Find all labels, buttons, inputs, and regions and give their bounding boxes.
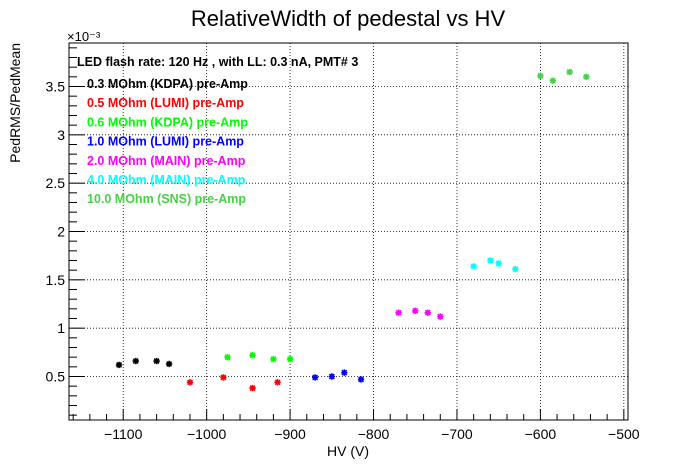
data-point-series-6 — [537, 72, 544, 80]
data-point-series-5 — [470, 263, 477, 270]
x-tick-label: −800 — [358, 426, 390, 442]
x-tick-label: −700 — [441, 426, 473, 442]
x-tick-label: −1100 — [104, 426, 142, 442]
data-point-series-3 — [311, 374, 319, 381]
y-exponent-label: ×10⁻³ — [67, 29, 101, 44]
legend-entry: 4.0 MOhm (MAIN) pre-Amp — [87, 173, 246, 187]
x-tick-label: −500 — [608, 426, 640, 442]
data-point-series-0 — [153, 357, 160, 365]
data-point-series-1 — [274, 379, 281, 386]
data-point-series-5 — [487, 257, 494, 264]
data-point-series-6 — [549, 77, 557, 84]
data-point-series-2 — [249, 352, 256, 359]
data-points — [115, 68, 590, 392]
data-point-series-0 — [132, 357, 139, 365]
data-point-series-2 — [224, 353, 231, 361]
data-point-series-1 — [249, 384, 256, 392]
data-point-series-3 — [357, 376, 365, 383]
x-axis-label: HV (V) — [327, 443, 369, 459]
legend-entry: 1.0 MOhm (LUMI) pre-Amp — [87, 135, 244, 149]
legend-entry: 0.3 MOhm (KDPA) pre-Amp — [87, 77, 248, 91]
data-point-series-6 — [566, 68, 573, 76]
y-axis-label: PedRMS/PedMean — [7, 43, 23, 163]
x-tick-label: −1000 — [187, 426, 227, 442]
data-point-series-3 — [341, 369, 348, 376]
data-point-series-2 — [286, 355, 294, 363]
y-tick-label: 3.5 — [46, 79, 66, 95]
legend-entry: 2.0 MOhm (MAIN) pre-Amp — [87, 154, 246, 168]
y-tick-label: 2 — [57, 224, 65, 240]
data-point-series-5 — [512, 266, 519, 273]
data-point-series-0 — [165, 360, 173, 368]
legend: LED flash rate: 120 Hz , with LL: 0.3 nA… — [77, 55, 358, 206]
chart-title: RelativeWidth of pedestal vs HV — [191, 6, 506, 31]
y-tick-label: 3 — [57, 127, 65, 143]
y-tick-label: 2.5 — [46, 175, 66, 191]
data-point-series-3 — [328, 373, 336, 380]
x-tick-labels: −1100 −1000 −900 −800 −700 −600 −500 — [104, 426, 640, 442]
y-tick-label: 1.5 — [46, 272, 66, 288]
data-point-series-1 — [220, 374, 227, 381]
data-point-series-4 — [424, 309, 431, 316]
data-point-series-1 — [186, 379, 194, 386]
grid-lines — [69, 43, 628, 420]
x-tick-label: −600 — [525, 426, 557, 442]
y-tick-label: 0.5 — [46, 369, 66, 385]
data-point-series-0 — [115, 361, 123, 369]
data-point-series-5 — [495, 260, 502, 267]
legend-header: LED flash rate: 120 Hz , with LL: 0.3 nA… — [77, 55, 358, 69]
data-point-series-4 — [395, 309, 402, 316]
data-point-series-6 — [583, 73, 590, 81]
y-tick-label: 1 — [57, 320, 65, 336]
data-point-series-2 — [270, 355, 277, 363]
data-point-series-4 — [437, 313, 444, 320]
data-point-series-4 — [412, 307, 419, 314]
legend-entry: 0.6 MOhm (KDPA) pre-Amp — [87, 115, 248, 129]
axis-ticks — [69, 47, 625, 420]
legend-entry: 10.0 MOhm (SNS) pre-Amp — [87, 192, 246, 206]
legend-entry: 0.5 MOhm (LUMI) pre-Amp — [87, 96, 244, 110]
x-tick-label: −900 — [274, 426, 306, 442]
y-tick-labels: 0.5 1 1.5 2 2.5 3 3.5 — [46, 79, 66, 385]
